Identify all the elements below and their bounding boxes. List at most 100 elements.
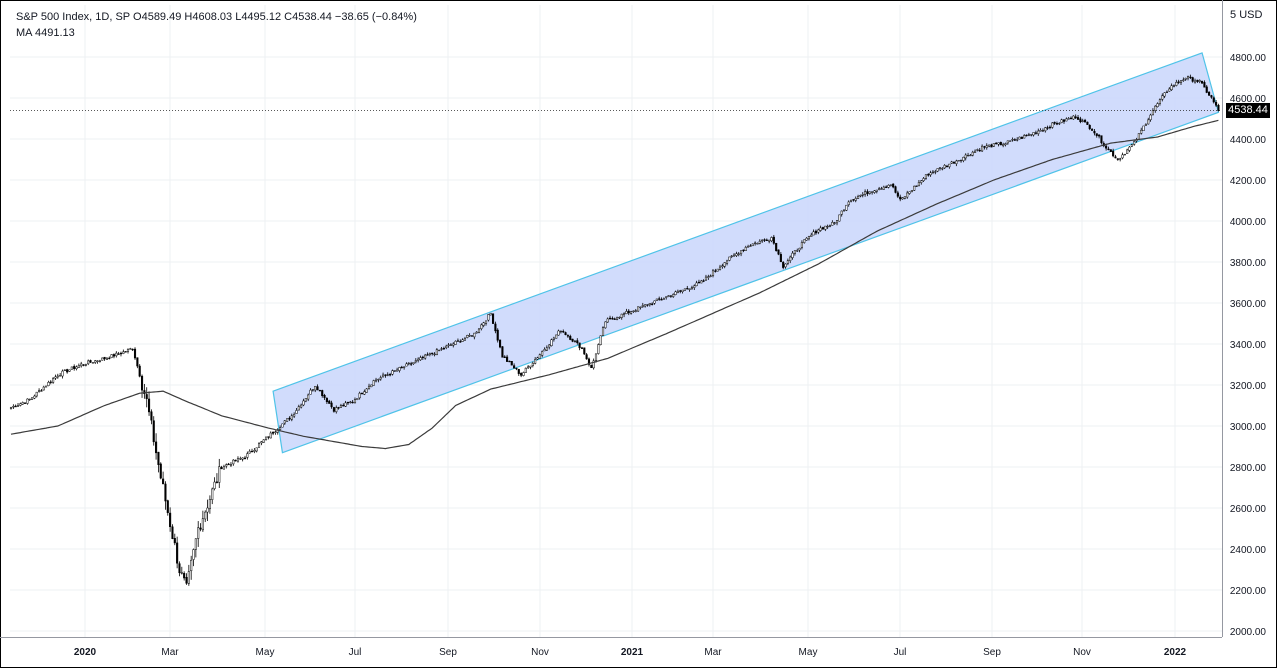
y-tick-label: 3800.00 <box>1230 258 1267 269</box>
price-scale-unit[interactable]: 5 USD <box>1230 9 1262 21</box>
candle-body <box>461 339 464 342</box>
candle-body <box>1151 110 1154 116</box>
candle-body <box>227 463 230 466</box>
candle-body <box>697 281 701 284</box>
candle-body <box>279 427 282 430</box>
candle-body <box>1048 126 1052 129</box>
candle-body <box>814 230 818 234</box>
candle-body <box>831 222 834 226</box>
candle-body <box>847 201 850 205</box>
candle-body <box>611 318 614 320</box>
candle-body <box>178 563 181 574</box>
x-tick-label: Mar <box>704 647 722 658</box>
candle-body <box>133 348 137 359</box>
candle-body <box>190 559 193 572</box>
candle-body <box>742 249 745 251</box>
candle-body <box>950 161 953 164</box>
candle-body <box>686 288 689 290</box>
candle-body <box>110 354 113 358</box>
candle-body <box>365 388 368 393</box>
close-label: C <box>284 11 293 23</box>
y-tick-label: 4800.00 <box>1230 53 1267 64</box>
candle-body <box>482 322 485 326</box>
x-tick-label: Sep <box>983 647 1001 658</box>
candle-body <box>772 236 775 244</box>
candle-body <box>38 390 41 392</box>
candle-body <box>162 478 165 485</box>
candle-body <box>323 394 326 398</box>
candle-body <box>718 266 722 270</box>
candle-body <box>548 344 551 348</box>
candle-body <box>1016 139 1019 141</box>
candle-body <box>672 294 675 297</box>
candle-body <box>763 239 766 241</box>
candle-body <box>35 391 38 397</box>
candle-body <box>740 250 743 255</box>
candle-body <box>290 415 293 420</box>
candle-body <box>367 385 371 390</box>
candle-body <box>344 402 347 407</box>
candle-body <box>824 225 827 230</box>
candle-body <box>798 247 801 251</box>
candle-body <box>363 391 366 395</box>
candle-body <box>576 340 579 343</box>
candle-body <box>854 198 857 201</box>
candle-body <box>496 329 499 341</box>
candle-body <box>959 159 963 162</box>
candle-body <box>957 160 960 162</box>
candle-body <box>1018 136 1021 140</box>
candle-body <box>1205 86 1208 93</box>
y-tick-label: 3000.00 <box>1230 422 1267 433</box>
candle-body <box>1081 120 1084 122</box>
candle-body <box>597 344 600 354</box>
trend-channel[interactable] <box>272 52 1220 454</box>
candle-body <box>82 364 85 366</box>
candle-body <box>339 405 342 408</box>
candle-body <box>765 239 768 241</box>
candle-body <box>641 305 644 307</box>
candle-body <box>428 353 431 356</box>
candle-body <box>197 527 200 539</box>
candle-body <box>349 401 352 403</box>
candle-body <box>499 339 502 348</box>
candle-body <box>501 346 504 358</box>
candle-body <box>1088 125 1091 130</box>
candle-body <box>1002 143 1005 146</box>
candle-body <box>882 186 885 190</box>
candle-body <box>793 250 796 254</box>
candle-body <box>449 344 452 346</box>
candle-body <box>480 324 483 330</box>
candle-body <box>634 310 637 312</box>
candle-body <box>286 418 289 422</box>
candle-body <box>1032 132 1035 136</box>
candle-body <box>658 298 661 300</box>
candle-body <box>768 239 771 242</box>
candle-body <box>1217 104 1220 111</box>
candle-body <box>917 182 920 187</box>
ma-row: MA 4491.13 <box>16 25 417 41</box>
candle-body <box>1013 139 1016 141</box>
candle-body <box>293 414 296 417</box>
candle-body <box>515 367 518 370</box>
candle-body <box>543 349 546 352</box>
candle-body <box>810 234 813 237</box>
candle-body <box>218 466 221 483</box>
candle-body <box>952 161 956 164</box>
candle-body <box>131 348 134 351</box>
candle-body <box>737 253 740 255</box>
candle-body <box>725 260 729 264</box>
candle-body <box>555 334 558 339</box>
candle-body <box>281 423 284 428</box>
candle-body <box>297 406 300 411</box>
candle-body <box>248 450 251 454</box>
y-tick-label: 2000.00 <box>1230 627 1267 638</box>
candle-body <box>94 360 97 363</box>
candle-body <box>1027 134 1030 136</box>
candle-body <box>265 436 268 440</box>
candle-body <box>941 168 944 170</box>
candle-body <box>599 335 602 345</box>
candle-body <box>250 450 254 453</box>
candle-body <box>1084 119 1087 123</box>
candle-body <box>433 353 436 356</box>
